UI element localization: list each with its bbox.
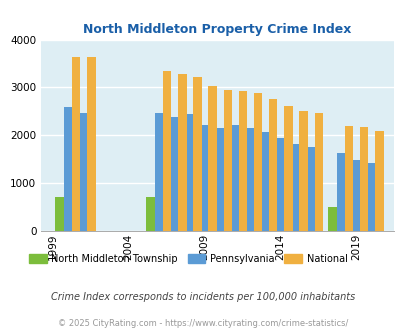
Bar (343, 203, 351, 231)
Bar (169, 116, 178, 231)
Bar (299, 111, 307, 231)
Bar (207, 195, 215, 231)
Bar (344, 126, 352, 231)
Bar (374, 130, 383, 231)
Bar (200, 125, 208, 231)
Bar (284, 106, 292, 231)
Bar (282, 183, 290, 231)
Bar (305, 147, 314, 231)
Bar (230, 125, 238, 231)
Bar (351, 160, 359, 231)
Bar (260, 132, 269, 231)
Bar (245, 128, 254, 231)
Bar (193, 77, 201, 231)
Bar (254, 93, 262, 231)
Bar (238, 91, 247, 231)
Bar (154, 113, 163, 231)
Text: Crime Index corresponds to incidents per 100,000 inhabitants: Crime Index corresponds to incidents per… (51, 292, 354, 302)
Bar (297, 185, 305, 231)
Bar (290, 145, 299, 231)
Bar (55, 197, 64, 231)
Bar (208, 85, 216, 231)
Bar (79, 113, 87, 231)
Legend: North Middleton Township, Pennsylvania, National: North Middleton Township, Pennsylvania, … (25, 249, 351, 267)
Title: North Middleton Property Crime Index: North Middleton Property Crime Index (83, 23, 351, 36)
Bar (87, 57, 95, 231)
Bar (359, 127, 367, 231)
Bar (178, 74, 186, 231)
Bar (70, 195, 79, 231)
Bar (336, 152, 344, 231)
Bar (64, 107, 72, 231)
Bar (146, 197, 154, 231)
Bar (314, 113, 322, 231)
Bar (328, 207, 336, 231)
Bar (163, 71, 171, 231)
Bar (237, 201, 245, 231)
Bar (185, 114, 193, 231)
Bar (161, 205, 169, 231)
Bar (275, 138, 284, 231)
Text: © 2025 CityRating.com - https://www.cityrating.com/crime-statistics/: © 2025 CityRating.com - https://www.city… (58, 319, 347, 328)
Bar (222, 202, 230, 231)
Bar (191, 205, 200, 231)
Bar (267, 184, 275, 231)
Bar (176, 204, 185, 231)
Bar (366, 163, 374, 231)
Bar (72, 57, 80, 231)
Bar (223, 90, 231, 231)
Bar (252, 170, 260, 231)
Bar (215, 128, 223, 231)
Bar (358, 213, 366, 231)
Bar (269, 99, 277, 231)
